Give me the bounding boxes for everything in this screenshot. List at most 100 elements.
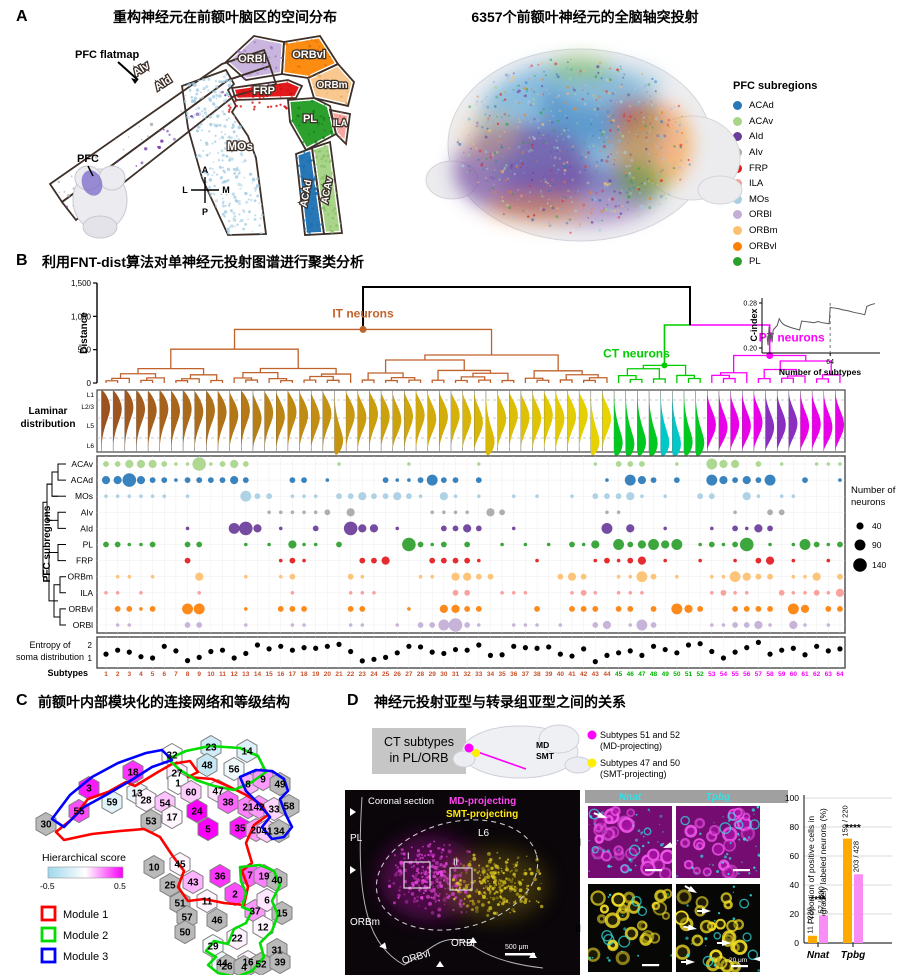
histo-row-2: II — [575, 923, 581, 935]
matrix-row-label-ORBm: ORBm — [68, 572, 94, 582]
svg-text:9: 9 — [197, 671, 201, 678]
md-projecting-label: MD-projecting — [449, 796, 516, 807]
legend-item-ORBl: ORBl — [733, 207, 893, 223]
module-legend-swatch-3 — [40, 947, 57, 964]
svg-text:38: 38 — [533, 671, 541, 678]
bar-ytick: 100 — [785, 793, 799, 803]
panel-b-label: B — [16, 252, 28, 269]
svg-text:60: 60 — [185, 788, 197, 799]
svg-text:24: 24 — [370, 671, 378, 678]
matrix-row-label-AId: AId — [80, 523, 93, 533]
legend-item-ORBm: ORBm — [733, 223, 893, 239]
svg-text:21: 21 — [242, 803, 254, 814]
svg-text:31: 31 — [452, 671, 460, 678]
cindex-xlabel: Number of subtypes — [779, 367, 861, 377]
matrix-row-label-MOs: MOs — [75, 491, 93, 501]
svg-text:64: 64 — [836, 671, 844, 678]
svg-text:16: 16 — [242, 958, 254, 969]
legend-label: ORBvl — [749, 240, 777, 252]
histo-cell-nnat-I — [588, 806, 672, 878]
panel-a-label: A — [16, 8, 28, 25]
svg-text:3: 3 — [86, 784, 92, 795]
svg-text:47: 47 — [638, 671, 646, 678]
cindex-ytick-bottom: 0.20 — [743, 346, 757, 353]
compass-p: P — [202, 207, 208, 217]
svg-text:7: 7 — [247, 871, 253, 882]
svg-text:32: 32 — [166, 751, 178, 762]
svg-text:29: 29 — [207, 942, 219, 953]
svg-text:26: 26 — [221, 962, 233, 973]
smt-injection-dot — [472, 749, 480, 757]
svg-text:20: 20 — [250, 826, 262, 837]
bar-count-smt-Tpbg: 159 / 220 — [841, 805, 850, 836]
flatmap-label-MOs: MOs — [227, 139, 253, 153]
svg-text:43: 43 — [592, 671, 600, 678]
entropy-tick-1: 1 — [88, 654, 93, 663]
svg-text:23: 23 — [205, 743, 217, 754]
svg-text:31: 31 — [271, 946, 283, 957]
entropy-label-2: soma distribution — [16, 652, 84, 662]
svg-text:15: 15 — [265, 671, 273, 678]
score-min: -0.5 — [40, 881, 55, 891]
svg-text:20: 20 — [324, 671, 332, 678]
module-3-outline-right — [238, 768, 294, 841]
legend-item-FRP: FRP — [733, 160, 893, 176]
svg-text:17: 17 — [166, 813, 178, 824]
svg-text:48: 48 — [201, 761, 213, 772]
svg-text:37: 37 — [522, 671, 530, 678]
svg-text:38: 38 — [222, 798, 234, 809]
legend-label: AId — [749, 131, 764, 143]
matrix-row-MOs — [104, 490, 796, 502]
panel-c-label: C — [16, 692, 28, 709]
svg-text:27: 27 — [171, 769, 183, 780]
matrix-row-AIv — [267, 508, 785, 517]
svg-text:46: 46 — [211, 916, 223, 927]
svg-text:55: 55 — [731, 671, 739, 678]
d-legend-dot-1 — [587, 730, 597, 740]
matrix-row-label-ACAd: ACAd — [71, 475, 93, 485]
bar-sig-Nnat: **** — [810, 895, 826, 906]
svg-text:46: 46 — [627, 671, 635, 678]
cluster-analysis-panel: 0 500 1,000 1,500 Distance IT neurons CT neuro… — [16, 279, 896, 678]
svg-text:49: 49 — [274, 780, 286, 791]
svg-text:51: 51 — [174, 899, 186, 910]
legend-label: ORBm — [749, 225, 778, 237]
svg-text:1: 1 — [175, 779, 181, 790]
svg-text:33: 33 — [475, 671, 483, 678]
cindex-ytick-top: 0.28 — [743, 301, 757, 308]
coronal-orbl: ORBl — [451, 938, 475, 949]
svg-text:3: 3 — [127, 671, 131, 678]
boundary-arrowhead — [529, 952, 537, 958]
svg-text:24: 24 — [191, 807, 203, 818]
bar-sig-Tpbg: **** — [845, 823, 861, 834]
legend-label: PL — [749, 256, 761, 268]
panel-d-label: D — [347, 692, 359, 709]
svg-text:47: 47 — [212, 787, 224, 798]
svg-text:14: 14 — [241, 747, 253, 758]
bar-category-Nnat: Nnat — [807, 950, 830, 961]
svg-text:49: 49 — [662, 671, 670, 678]
svg-text:17: 17 — [289, 671, 297, 678]
svg-text:39: 39 — [545, 671, 553, 678]
md-label: MD — [536, 740, 549, 750]
pfc-subregions-legend-title: PFC subregions — [733, 80, 818, 92]
neuron-legend-title-2: neurons — [851, 497, 886, 508]
neuron-legend-value: 40 — [872, 521, 882, 531]
histo-col-tpbg: Tpbg — [706, 792, 730, 803]
svg-text:35: 35 — [234, 824, 246, 835]
svg-text:30: 30 — [40, 820, 52, 831]
pfc-subregions-axis-label: PFC subregions — [42, 505, 53, 582]
matrix-row-label-ORBvl: ORBvl — [68, 604, 93, 614]
svg-text:39: 39 — [274, 958, 286, 969]
md-injection-dot — [464, 743, 474, 753]
svg-text:27: 27 — [405, 671, 413, 678]
svg-text:53: 53 — [145, 817, 157, 828]
roi-box-2 — [449, 867, 473, 891]
module-legend-label-2: Module 2 — [63, 930, 108, 942]
svg-text:18: 18 — [127, 768, 139, 779]
matrix-row-label-ORBl: ORBl — [73, 620, 93, 630]
svg-text:60: 60 — [790, 671, 798, 678]
legend-item-ORBvl: ORBvl — [733, 238, 893, 254]
bar-chart: 0 20 40 60 80 100 Proportion of positive cells… — [785, 793, 892, 961]
